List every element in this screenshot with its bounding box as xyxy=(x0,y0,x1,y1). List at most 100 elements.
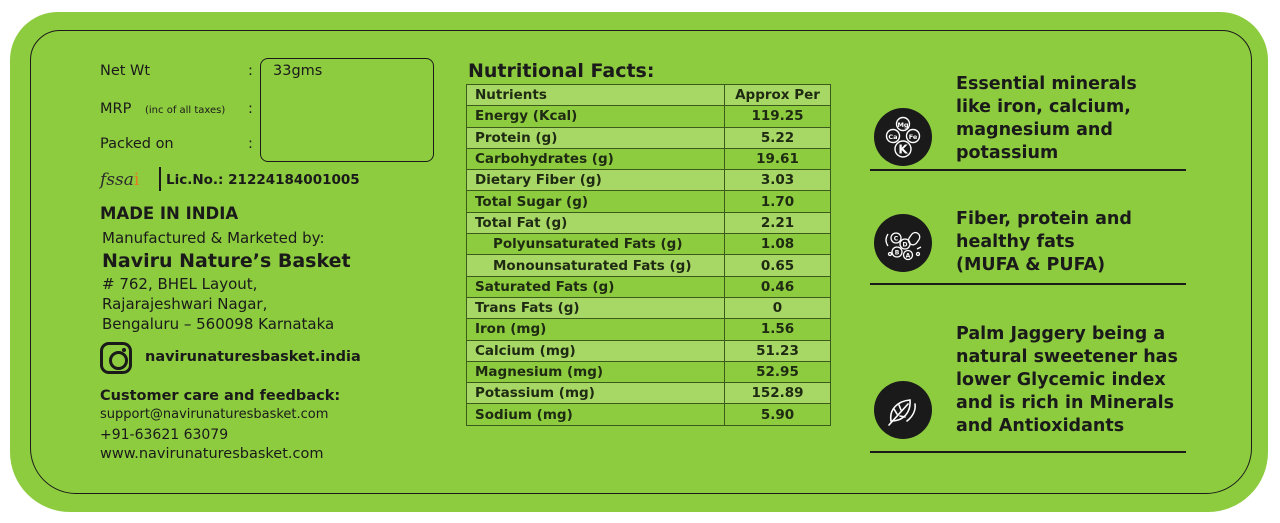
website-link[interactable]: www.navirunaturesbasket.com xyxy=(100,446,324,462)
svg-text:B: B xyxy=(895,250,900,257)
feature-line: (MUFA & PUFA) xyxy=(956,255,1106,275)
svg-text:D: D xyxy=(903,242,908,249)
nutrient-value: 1.70 xyxy=(724,190,831,213)
nutrient-name: Protein (g) xyxy=(466,126,725,149)
fssai-logo: fssai xyxy=(100,170,139,190)
nutrient-value: 5.90 xyxy=(724,403,831,426)
nutrient-name: Saturated Fats (g) xyxy=(466,275,725,298)
nutrient-name: Sodium (mg) xyxy=(466,403,725,426)
nutrient-name: Calcium (mg) xyxy=(466,339,725,362)
divider xyxy=(159,167,161,191)
nutrient-value: 0 xyxy=(724,296,831,320)
support-email[interactable]: support@navirunaturesbasket.com xyxy=(100,407,329,422)
svg-text:K: K xyxy=(898,143,908,157)
table-row: Monounsaturated Fats (g) 0.65 xyxy=(466,254,831,277)
feature-nutrients: Fiber, protein and healthy fats (MUFA & … xyxy=(956,208,1132,277)
nutrient-name: Energy (Kcal) xyxy=(466,105,725,128)
feature-minerals: Essential minerals like iron, calcium, m… xyxy=(956,73,1137,165)
table-row: Potassium (mg) 152.89 xyxy=(466,382,831,405)
feature-line: Essential minerals xyxy=(956,74,1137,94)
colon: : xyxy=(248,101,253,117)
label-border xyxy=(30,30,1252,494)
table-row: Polyunsaturated Fats (g) 1.08 xyxy=(466,233,831,256)
nutrient-name: Total Sugar (g) xyxy=(466,190,725,213)
table-row: Magnesium (mg) 52.95 xyxy=(466,360,831,384)
table-row: Iron (mg) 1.56 xyxy=(466,318,831,341)
table-row: Energy (Kcal) 119.25 xyxy=(466,105,831,128)
mrp-note: (inc of all taxes) xyxy=(145,105,226,116)
leaf-icon xyxy=(874,381,932,439)
nutrient-name: Magnesium (mg) xyxy=(466,360,725,384)
feature-line: natural sweetener has xyxy=(956,347,1178,367)
made-in-india: MADE IN INDIA xyxy=(100,204,239,223)
nutrient-value: 51.23 xyxy=(724,339,831,362)
feature-line: and is rich in Minerals xyxy=(956,393,1175,413)
nutrient-value: 119.25 xyxy=(724,105,831,128)
table-row: Protein (g) 5.22 xyxy=(466,126,831,149)
customer-care-title: Customer care and feedback: xyxy=(100,388,341,404)
nutrient-value: 2.21 xyxy=(724,211,831,235)
nutrients-icon: C D B A xyxy=(874,214,932,272)
feature-line: potassium xyxy=(956,143,1059,163)
table-header-row: Nutrients Approx Per xyxy=(466,83,831,107)
table-row: Total Fat (g) 2.21 xyxy=(466,211,831,235)
table-row: Sodium (mg) 5.90 xyxy=(466,403,831,426)
instagram-handle[interactable]: navirunaturesbasket.india xyxy=(145,349,361,365)
nutrient-name: Total Fat (g) xyxy=(466,211,725,235)
support-phone[interactable]: +91-63621 63079 xyxy=(100,427,229,443)
svg-text:Ca: Ca xyxy=(888,133,897,141)
mrp-label: MRP xyxy=(100,101,132,117)
table-row: Total Sugar (g) 1.70 xyxy=(466,190,831,213)
net-wt-value: 33gms xyxy=(273,63,323,79)
nutrient-value: 152.89 xyxy=(724,382,831,405)
feature-line: Fiber, protein and xyxy=(956,209,1132,229)
colon: : xyxy=(248,63,253,79)
info-box xyxy=(260,58,434,162)
nutrition-title: Nutritional Facts: xyxy=(468,60,655,82)
svg-text:Mg: Mg xyxy=(897,121,908,129)
nutrient-name: Iron (mg) xyxy=(466,318,725,341)
feature-line: healthy fats xyxy=(956,232,1075,252)
divider xyxy=(870,451,1186,453)
colon: : xyxy=(248,136,253,152)
feature-line: lower Glycemic index xyxy=(956,370,1166,390)
feature-line: like iron, calcium, xyxy=(956,97,1131,117)
packed-on-label: Packed on xyxy=(100,136,174,152)
column-header: Approx Per xyxy=(724,83,831,107)
minerals-icon: Mg Ca Fe K xyxy=(874,108,932,166)
net-wt-label: Net Wt xyxy=(100,63,151,79)
column-header: Nutrients xyxy=(466,83,725,107)
nutrient-name: Carbohydrates (g) xyxy=(466,147,725,171)
nutrient-name: Monounsaturated Fats (g) xyxy=(466,254,725,277)
nutrient-value: 52.95 xyxy=(724,360,831,384)
nutrient-value: 0.65 xyxy=(724,254,831,277)
feature-line: Palm Jaggery being a xyxy=(956,324,1166,344)
instagram-icon xyxy=(100,342,132,374)
nutrient-name: Dietary Fiber (g) xyxy=(466,169,725,192)
table-row: Dietary Fiber (g) 3.03 xyxy=(466,169,831,192)
license-number: Lic.No.: 21224184001005 xyxy=(166,172,360,188)
svg-text:C: C xyxy=(894,236,899,243)
nutrient-value: 1.56 xyxy=(724,318,831,341)
table-row: Calcium (mg) 51.23 xyxy=(466,339,831,362)
feature-line: and Antioxidants xyxy=(956,416,1125,436)
table-row: Saturated Fats (g) 0.46 xyxy=(466,275,831,298)
nutrient-value: 1.08 xyxy=(724,233,831,256)
nutrient-value: 5.22 xyxy=(724,126,831,149)
address-line: Rajarajeshwari Nagar, xyxy=(102,295,268,313)
nutrition-table: Nutrients Approx Per Energy (Kcal) 119.25… xyxy=(466,83,831,426)
nutrient-value: 3.03 xyxy=(724,169,831,192)
feature-jaggery: Palm Jaggery being a natural sweetener h… xyxy=(956,323,1178,438)
divider xyxy=(870,283,1186,285)
table-row: Trans Fats (g) 0 xyxy=(466,296,831,320)
feature-line: magnesium and xyxy=(956,120,1113,140)
fssai-text: fssai xyxy=(100,170,140,190)
svg-text:Fe: Fe xyxy=(909,133,918,141)
table-row: Carbohydrates (g) 19.61 xyxy=(466,147,831,171)
nutrient-name: Trans Fats (g) xyxy=(466,296,725,320)
nutrient-value: 19.61 xyxy=(724,147,831,171)
nutrient-name: Potassium (mg) xyxy=(466,382,725,405)
address-line: # 762, BHEL Layout, xyxy=(102,275,258,293)
nutrient-name: Polyunsaturated Fats (g) xyxy=(466,233,725,256)
nutrient-value: 0.46 xyxy=(724,275,831,298)
